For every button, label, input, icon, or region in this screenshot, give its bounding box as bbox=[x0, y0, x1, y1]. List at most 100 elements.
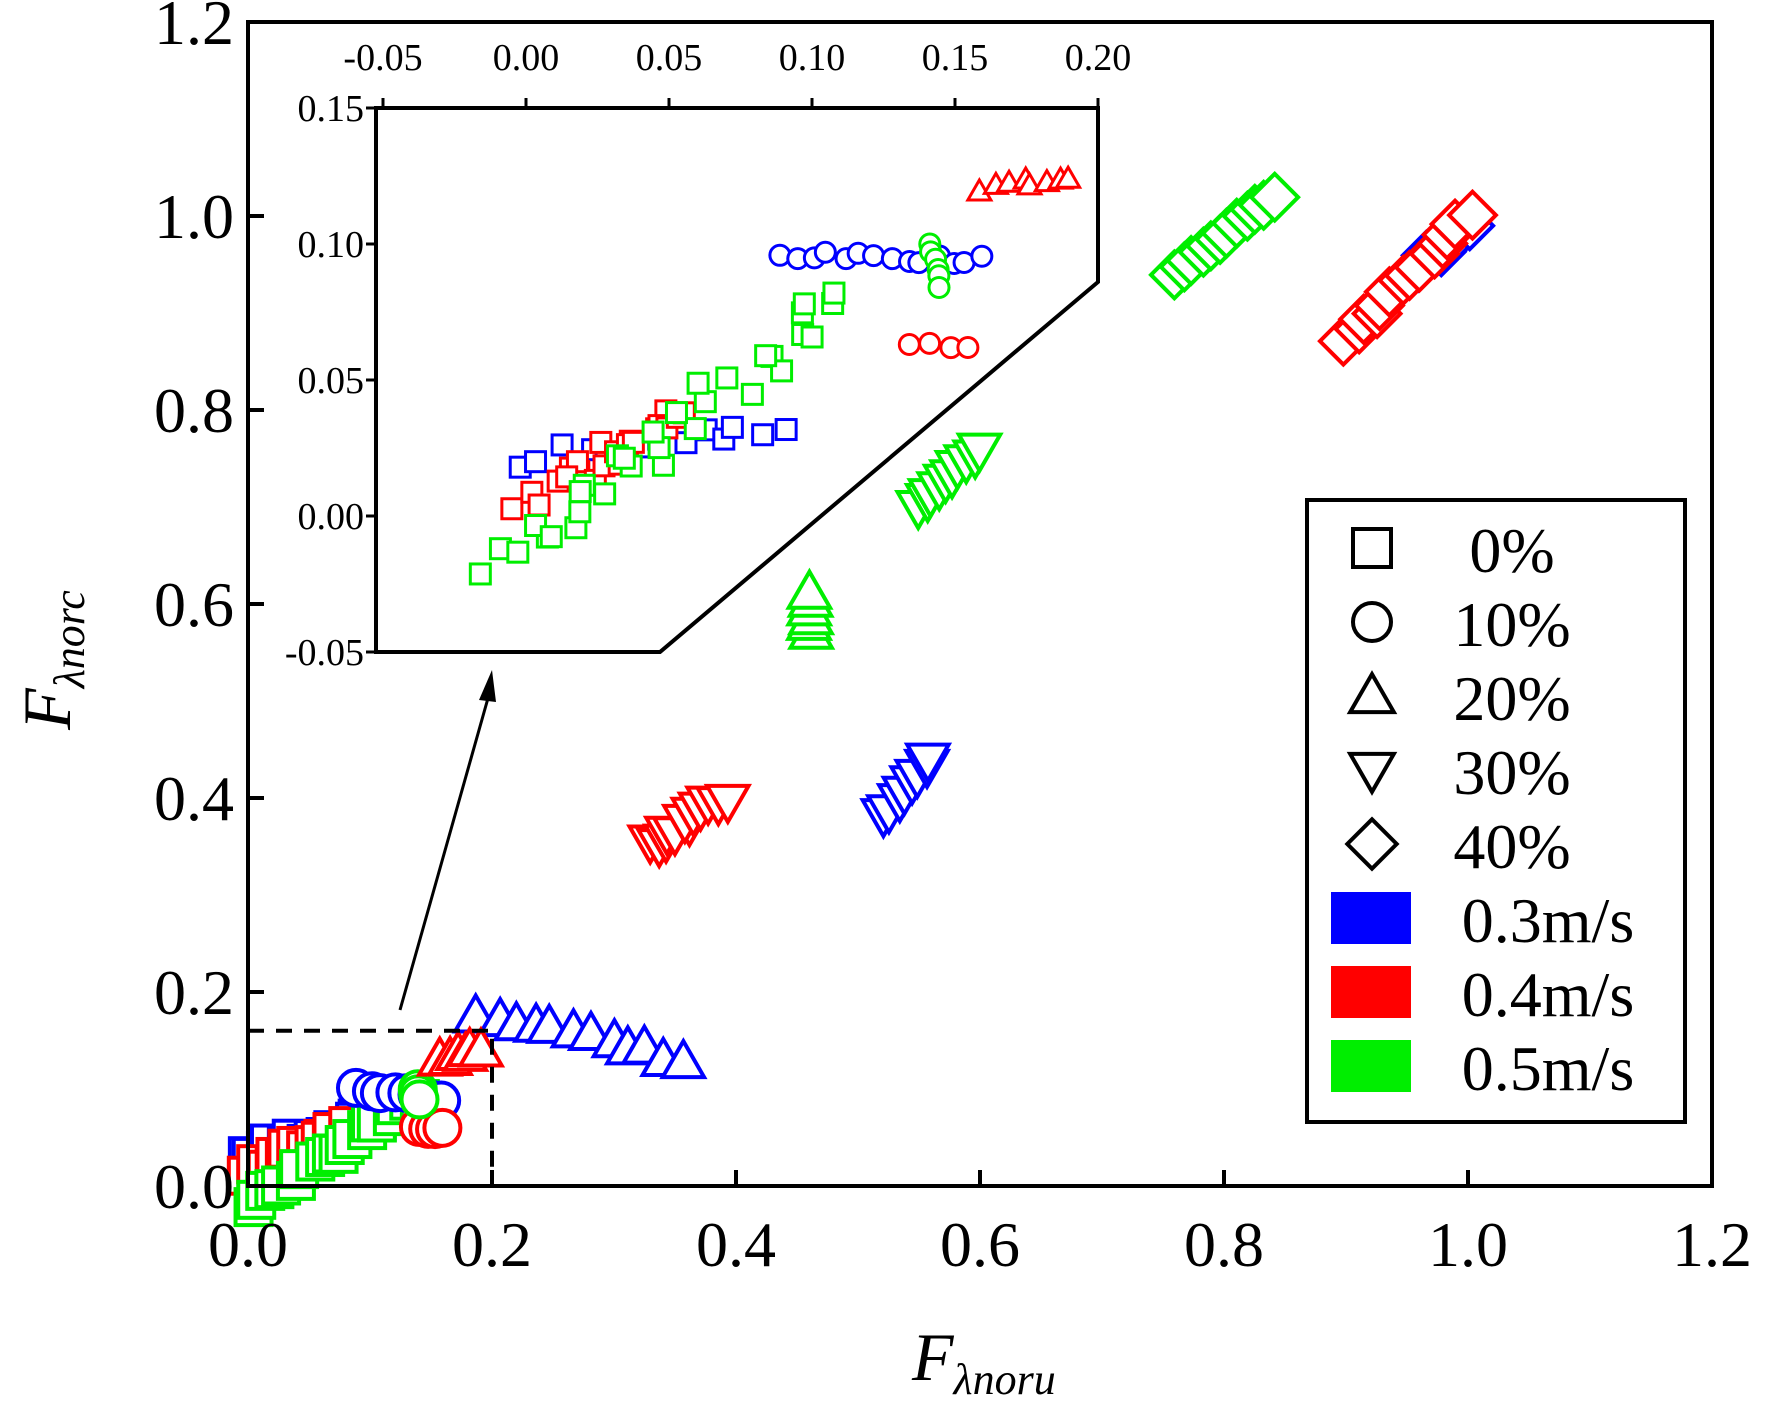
series-inset-10-0-3m-s bbox=[768, 240, 994, 276]
inset-data-point bbox=[918, 331, 942, 355]
x-axis-title: Fλnoru bbox=[911, 1319, 1056, 1402]
series-inset-10-0-4m-s bbox=[897, 331, 980, 360]
inset-x-tick-label: 0.20 bbox=[1065, 37, 1132, 79]
inset-x-tick-label: 0.00 bbox=[493, 37, 560, 79]
series-20-0-4m-s bbox=[415, 1025, 506, 1077]
legend-label: 0.5m/s bbox=[1462, 1033, 1634, 1104]
series-40-0-5m-s bbox=[1148, 170, 1301, 302]
inset-data-point bbox=[792, 292, 816, 316]
inset-data-point bbox=[539, 525, 563, 549]
main-axis-ticks: 0.0 0.2 0.4 0.6 0.8 1.0 1.2 0.0 0.2 0.4 0.6 0.8 1.0 1… bbox=[154, 0, 1752, 1280]
inset-data-point bbox=[754, 344, 778, 368]
legend-label: 0.3m/s bbox=[1462, 885, 1634, 956]
inset-x-tick-label: -0.05 bbox=[343, 37, 422, 79]
legend-marker-triangle-up bbox=[1346, 670, 1398, 715]
data-point bbox=[903, 742, 953, 785]
inset-plot: -0.05 0.00 0.05 0.10 0.15 0.20 -0.05 0.00 0.05 0.… bbox=[285, 37, 1131, 674]
inset-data-point bbox=[956, 336, 980, 360]
legend-label: 0% bbox=[1469, 515, 1554, 586]
series-20-0-5m-s bbox=[784, 567, 836, 650]
legend-marker-triangle-down bbox=[1346, 751, 1398, 796]
inset-y-tick-label: 0.05 bbox=[298, 360, 365, 402]
series-inset-0-0-5m-s bbox=[468, 281, 846, 586]
inset-data-point bbox=[822, 281, 846, 305]
data-point bbox=[703, 783, 752, 826]
inset-y-tick-label: -0.05 bbox=[285, 632, 364, 674]
inset-data-point bbox=[800, 325, 824, 349]
inset-data-point bbox=[612, 446, 636, 470]
x-tick-label: 0.8 bbox=[1184, 1209, 1264, 1280]
inset-data-point bbox=[500, 497, 524, 521]
y-tick-label: 0.8 bbox=[154, 375, 234, 446]
x-axis-title-sub: λnoru bbox=[952, 1355, 1056, 1402]
inset-data-point bbox=[550, 433, 574, 457]
inset-data-point bbox=[927, 275, 951, 299]
legend-marker-diamond bbox=[1344, 816, 1400, 872]
inset-data-point bbox=[641, 420, 665, 444]
y-tick-label: 0.0 bbox=[154, 1151, 234, 1222]
inset-data-point bbox=[740, 382, 764, 406]
zoom-indicator bbox=[246, 670, 496, 1189]
x-tick-label: 0.4 bbox=[696, 1209, 776, 1280]
inset-data-point bbox=[568, 480, 592, 504]
inset-data-point bbox=[774, 418, 798, 442]
data-point bbox=[659, 1037, 708, 1080]
inset-data-point bbox=[686, 371, 710, 395]
x-tick-label: 0.2 bbox=[452, 1209, 532, 1280]
legend-label: 10% bbox=[1453, 589, 1570, 660]
y-tick-label: 1.2 bbox=[154, 0, 234, 58]
legend-label: 40% bbox=[1453, 811, 1570, 882]
x-tick-label: 1.2 bbox=[1672, 1209, 1752, 1280]
data-point bbox=[422, 1107, 463, 1148]
inset-data-point bbox=[506, 540, 530, 564]
inset-data-point bbox=[897, 333, 921, 357]
series-30-0-3m-s bbox=[859, 742, 953, 841]
data-point bbox=[785, 567, 834, 610]
y-tick-label: 0.2 bbox=[154, 957, 234, 1028]
inset-data-point bbox=[568, 500, 592, 524]
series-inset-20-0-4m-s bbox=[965, 164, 1083, 202]
legend-color-swatch bbox=[1331, 892, 1411, 944]
legend-label: 20% bbox=[1453, 663, 1570, 734]
legend-label: 30% bbox=[1453, 737, 1570, 808]
inset-data-point bbox=[1054, 164, 1083, 189]
data-point bbox=[1248, 170, 1301, 224]
data-point bbox=[955, 432, 1004, 475]
inset-y-tick-label: 0.10 bbox=[298, 224, 365, 266]
y-tick-label: 0.4 bbox=[154, 763, 234, 834]
zoom-box bbox=[246, 1028, 494, 1189]
legend-marker-circle bbox=[1351, 601, 1393, 643]
inset-data-point bbox=[813, 240, 837, 264]
inset-y-tick-label: 0.00 bbox=[298, 496, 365, 538]
x-tick-label: 0.0 bbox=[208, 1209, 288, 1280]
inset-y-tick-label: 0.15 bbox=[298, 88, 365, 130]
inset-data-point bbox=[970, 244, 994, 268]
series-30-0-5m-s bbox=[894, 432, 1004, 533]
inset-x-tick-label: 0.05 bbox=[636, 37, 703, 79]
series-inset-10-0-5m-s bbox=[918, 232, 951, 299]
series-10-0-5m-s bbox=[397, 1069, 440, 1120]
zoom-arrow-head bbox=[479, 670, 496, 702]
inset-data-point bbox=[527, 493, 551, 517]
legend-color-swatch bbox=[1331, 966, 1411, 1018]
x-tick-label: 0.6 bbox=[940, 1209, 1020, 1280]
x-tick-label: 1.0 bbox=[1428, 1209, 1508, 1280]
zoom-arrow bbox=[398, 683, 494, 1011]
inset-data-point bbox=[751, 423, 775, 447]
series-20-0-3m-s bbox=[451, 991, 708, 1080]
inset-x-tick-label: 0.10 bbox=[779, 37, 846, 79]
legend-color-swatch bbox=[1331, 1040, 1411, 1092]
y-tick-label: 1.0 bbox=[154, 181, 234, 252]
inset-data-point bbox=[593, 482, 617, 506]
inset-data-point bbox=[715, 366, 739, 390]
inset-data-point bbox=[683, 417, 707, 441]
inset-data-point bbox=[524, 450, 548, 474]
legend: 0%10%20%30%40%0.3m/s0.4m/s0.5m/s bbox=[1305, 498, 1687, 1124]
data-point bbox=[399, 1079, 440, 1120]
series-10-0-4m-s bbox=[398, 1106, 463, 1150]
series-30-0-4m-s bbox=[626, 783, 752, 871]
inset-data-point bbox=[720, 415, 744, 439]
legend-marker-square bbox=[1351, 527, 1393, 569]
y-axis-title: Fλnorc bbox=[9, 590, 94, 731]
